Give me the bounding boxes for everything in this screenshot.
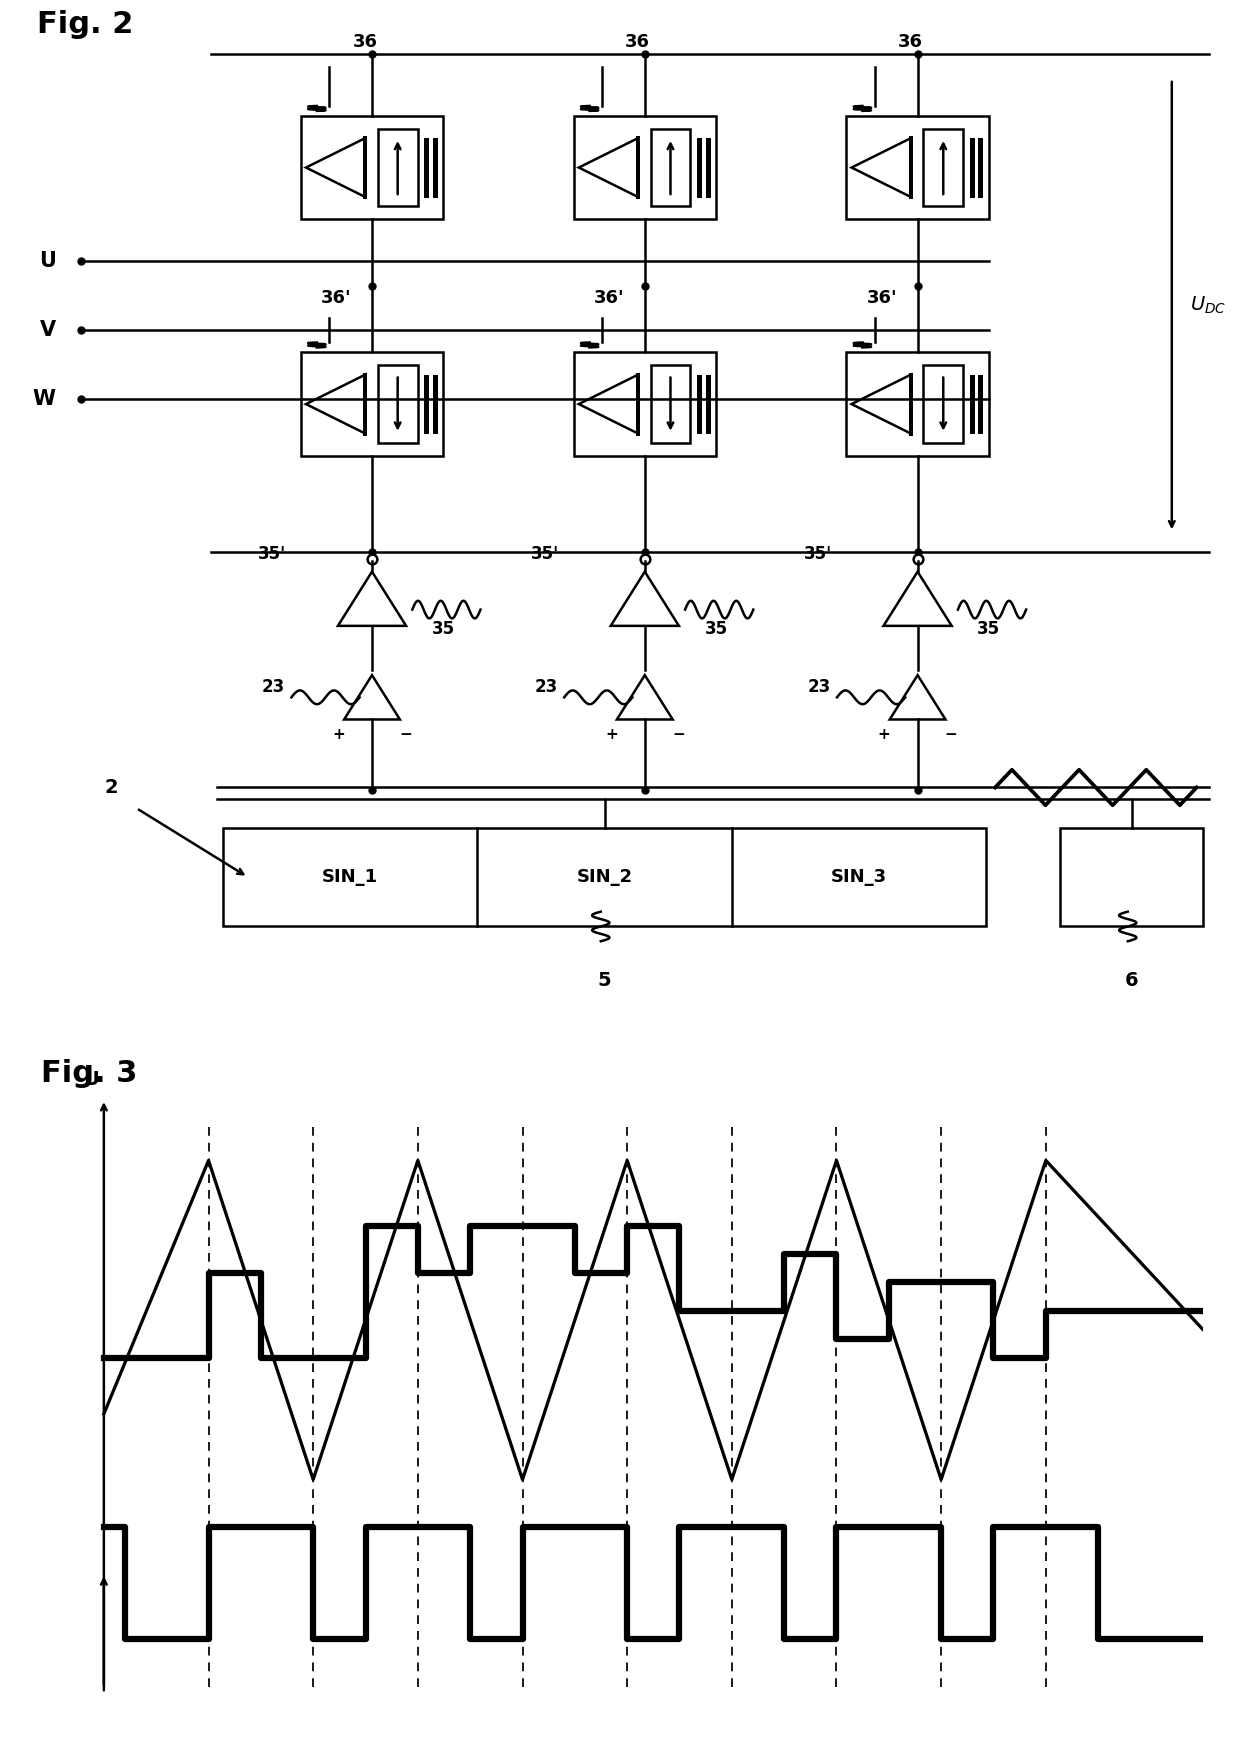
Text: +: + bbox=[878, 727, 890, 743]
Text: 23: 23 bbox=[534, 678, 558, 697]
Text: W: W bbox=[32, 389, 56, 408]
Bar bbox=[573, 116, 717, 220]
Polygon shape bbox=[611, 572, 680, 627]
Text: Fig. 3: Fig. 3 bbox=[41, 1060, 138, 1088]
Polygon shape bbox=[852, 137, 911, 197]
Bar bbox=[573, 352, 717, 456]
Polygon shape bbox=[883, 572, 952, 627]
Bar bbox=[1060, 827, 1203, 926]
Text: 36': 36' bbox=[594, 289, 625, 306]
Bar bbox=[924, 366, 963, 444]
Text: −: − bbox=[672, 727, 684, 743]
Bar bbox=[300, 352, 444, 456]
Polygon shape bbox=[852, 375, 911, 433]
Text: $U_{DC}$: $U_{DC}$ bbox=[1190, 296, 1226, 317]
Text: +: + bbox=[332, 727, 345, 743]
Polygon shape bbox=[343, 676, 399, 720]
Text: 6: 6 bbox=[1125, 970, 1138, 989]
Polygon shape bbox=[618, 676, 672, 720]
Text: SIN_2: SIN_2 bbox=[577, 868, 632, 887]
Text: 36: 36 bbox=[352, 33, 377, 51]
Bar bbox=[924, 128, 963, 206]
Text: 36: 36 bbox=[898, 33, 923, 51]
Bar bbox=[651, 128, 691, 206]
Text: V: V bbox=[40, 320, 56, 340]
Bar bbox=[300, 116, 444, 220]
Polygon shape bbox=[579, 137, 639, 197]
Text: 36': 36' bbox=[321, 289, 352, 306]
Text: −: − bbox=[945, 727, 957, 743]
Polygon shape bbox=[306, 375, 366, 433]
Text: Fig. 2: Fig. 2 bbox=[37, 11, 134, 39]
Text: +: + bbox=[605, 727, 618, 743]
Text: 23: 23 bbox=[807, 678, 831, 697]
Bar bbox=[378, 366, 418, 444]
Text: 35': 35' bbox=[531, 546, 559, 563]
Polygon shape bbox=[890, 676, 945, 720]
Bar bbox=[846, 352, 990, 456]
Polygon shape bbox=[579, 375, 639, 433]
Bar bbox=[651, 366, 691, 444]
Text: 36: 36 bbox=[625, 33, 650, 51]
Polygon shape bbox=[306, 137, 366, 197]
Text: 36': 36' bbox=[867, 289, 898, 306]
Bar bbox=[846, 116, 990, 220]
Text: 35: 35 bbox=[704, 620, 728, 639]
Text: U: U bbox=[83, 1070, 99, 1089]
Text: −: − bbox=[399, 727, 412, 743]
Text: SIN_1: SIN_1 bbox=[322, 868, 378, 887]
Text: 35: 35 bbox=[977, 620, 1001, 639]
Text: 23: 23 bbox=[262, 678, 285, 697]
Text: 35: 35 bbox=[432, 620, 455, 639]
Bar bbox=[378, 128, 418, 206]
Text: 5: 5 bbox=[598, 970, 611, 989]
Text: U: U bbox=[38, 252, 56, 271]
Bar bbox=[223, 827, 986, 926]
Text: 35': 35' bbox=[804, 546, 832, 563]
Text: 2: 2 bbox=[105, 778, 118, 797]
Text: SIN_3: SIN_3 bbox=[831, 868, 887, 887]
Text: 35': 35' bbox=[258, 546, 286, 563]
Polygon shape bbox=[337, 572, 407, 627]
